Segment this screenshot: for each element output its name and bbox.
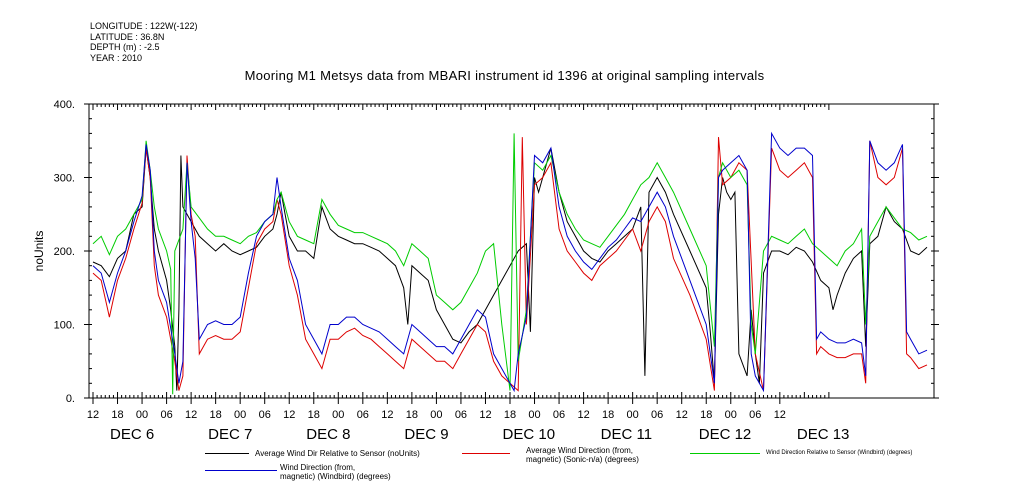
y-axis-label: noUnits (32, 231, 46, 272)
x-day-label: DEC 13 (797, 426, 850, 443)
series-line-0 (92, 147, 928, 391)
x-tick-label: 18 (504, 409, 516, 421)
chart-title: Mooring M1 Metsys data from MBARI instru… (244, 68, 765, 83)
x-tick-label: 12 (185, 409, 197, 421)
x-tick-label: 06 (553, 409, 565, 421)
y-tick-label: 400. (54, 99, 75, 111)
series-line-2 (92, 133, 928, 395)
x-day-label: DEC 9 (404, 426, 448, 443)
legend-swatch-green (690, 453, 760, 454)
x-tick-label: 12 (676, 409, 688, 421)
y-tick-label: 0. (66, 393, 75, 405)
x-tick-label: 00 (725, 409, 737, 421)
series-line-3 (92, 131, 928, 393)
x-tick-label: 06 (651, 409, 663, 421)
x-tick-label: 12 (577, 409, 589, 421)
depth-label: DEPTH (m) : -2.5 (90, 42, 160, 52)
legend-swatch-blue (205, 470, 277, 471)
x-tick-label: 00 (234, 409, 246, 421)
x-tick-label: 06 (160, 409, 172, 421)
x-tick-label: 00 (627, 409, 639, 421)
x-tick-label: 00 (430, 409, 442, 421)
legend-label-black: Average Wind Dir Relative to Sensor (noU… (255, 449, 420, 458)
x-tick-label: 12 (479, 409, 491, 421)
x-tick-label: 12 (283, 409, 295, 421)
x-tick-label: 06 (455, 409, 467, 421)
x-day-label: DEC 11 (601, 426, 652, 443)
legend-label-green: Wind Direction Relative to Sensor (Windb… (766, 450, 913, 456)
x-tick-label: 18 (210, 409, 222, 421)
legend-label-blue: Wind Direction (from, magnetic) (Windbir… (280, 463, 391, 481)
x-day-label: DEC 8 (306, 426, 350, 443)
x-tick-label: 18 (602, 409, 614, 421)
metadata-block: LONGITUDE : 122W(-122) LATITUDE : 36.8N … (90, 21, 198, 63)
x-tick-label: 12 (87, 409, 99, 421)
x-day-label: DEC 12 (699, 426, 752, 443)
series-line-1 (92, 137, 928, 392)
y-tick-label: 100. (54, 320, 75, 332)
x-tick-label: 00 (332, 409, 344, 421)
y-tick-label: 300. (54, 173, 75, 185)
year-label: YEAR : 2010 (90, 52, 143, 63)
x-day-label: DEC 10 (503, 426, 556, 443)
longitude-label: LONGITUDE : 122W(-122) (90, 21, 198, 31)
x-tick-label: 00 (136, 409, 148, 421)
latitude-label: LATITUDE : 36.8N (90, 31, 165, 42)
x-tick-label: 18 (111, 409, 123, 421)
x-tick-label: 06 (259, 409, 271, 421)
x-day-label: DEC 6 (110, 426, 154, 443)
x-tick-label: 18 (700, 409, 712, 421)
legend-swatch-black (205, 453, 249, 454)
x-tick-label: 18 (406, 409, 418, 421)
x-tick-label: 00 (528, 409, 540, 421)
x-tick-label: 06 (357, 409, 369, 421)
x-tick-label: 06 (749, 409, 761, 421)
legend-swatch-red (462, 453, 510, 454)
x-tick-label: 12 (774, 409, 786, 421)
x-tick-label: 12 (381, 409, 393, 421)
y-tick-label: 200. (54, 246, 75, 258)
legend-label-red: Average Wind Direction (from, magnetic) … (526, 446, 639, 464)
x-day-label: DEC 7 (208, 426, 252, 443)
x-tick-label: 18 (308, 409, 320, 421)
